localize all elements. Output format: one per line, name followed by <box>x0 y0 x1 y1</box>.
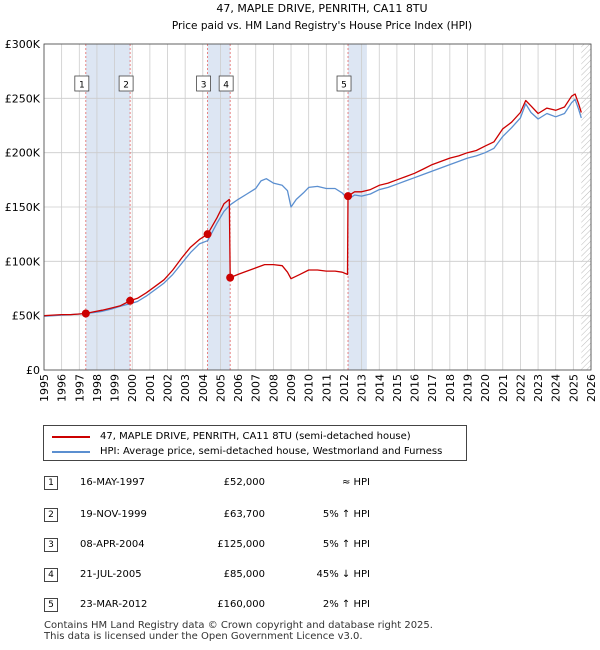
legend-swatch-property <box>52 436 90 438</box>
x-tick-label: 2024 <box>550 374 563 402</box>
x-tick-label: 2005 <box>214 374 227 402</box>
x-tick-label: 2018 <box>444 374 457 402</box>
y-tick-label: £50K <box>12 310 41 323</box>
footer-line-copyright: Contains HM Land Registry data © Crown c… <box>44 620 433 631</box>
x-tick-label: 2025 <box>567 374 580 402</box>
x-tick-label: 1997 <box>73 374 86 402</box>
x-tick-label: 2000 <box>126 374 139 402</box>
x-tick-label: 2017 <box>426 374 439 402</box>
transaction-label-box: 4 <box>218 75 234 92</box>
row-date: 08-APR-2004 <box>80 539 145 550</box>
x-tick-label: 2011 <box>320 374 333 402</box>
transaction-label-frame <box>118 75 134 92</box>
row-number-badge: 2 <box>44 508 58 522</box>
row-hpi-relation: 45% ↓ HPI <box>316 569 370 580</box>
row-number-badge: 3 <box>44 538 58 552</box>
footer-attribution: Contains HM Land Registry data © Crown c… <box>44 620 433 642</box>
y-tick-label: £200K <box>5 147 41 160</box>
row-date: 21-JUL-2005 <box>80 569 142 580</box>
row-hpi-relation: 5% ↑ HPI <box>322 539 370 550</box>
chart-title: 47, MAPLE DRIVE, PENRITH, CA11 8TU <box>216 2 427 15</box>
transaction-label-frame <box>336 75 352 92</box>
price-chart: 47, MAPLE DRIVE, PENRITH, CA11 8TU Price… <box>5 2 598 402</box>
row-date: 16-MAY-1997 <box>80 477 146 488</box>
x-tick-label: 2026 <box>585 374 598 402</box>
transaction-label-number: 5 <box>341 81 347 91</box>
x-tick-label: 2020 <box>479 374 492 402</box>
y-tick-label: £100K <box>5 255 41 268</box>
row-hpi-relation: 2% ↑ HPI <box>322 599 370 610</box>
row-date: 19-NOV-1999 <box>80 509 147 520</box>
transaction-label-number: 2 <box>123 81 129 91</box>
x-tick-label: 2013 <box>356 374 369 402</box>
transaction-point <box>81 309 90 318</box>
legend-label-hpi: HPI: Average price, semi-detached house,… <box>100 446 443 457</box>
x-tick-label: 1995 <box>38 374 51 402</box>
x-tick-label: 2009 <box>285 374 298 402</box>
x-tick-label: 2007 <box>250 374 263 402</box>
legend-label-property: 47, MAPLE DRIVE, PENRITH, CA11 8TU (semi… <box>100 431 411 442</box>
row-price: £85,000 <box>223 569 265 580</box>
y-tick-label: £250K <box>5 92 41 105</box>
row-price: £52,000 <box>223 477 265 488</box>
x-tick-label: 2008 <box>267 374 280 402</box>
row-price: £125,000 <box>217 539 265 550</box>
series-line-hpi <box>43 98 582 317</box>
row-date: 23-MAR-2012 <box>80 599 148 610</box>
row-number-badge: 1 <box>44 476 58 490</box>
table-row: 2 19-NOV-1999 £63,700 5% ↑ HPI <box>0 507 600 525</box>
plot-frame <box>43 43 592 371</box>
table-row: 3 08-APR-2004 £125,000 5% ↑ HPI <box>0 537 600 555</box>
transaction-label-box: 3 <box>196 75 211 92</box>
footer-line-licence: This data is licensed under the Open Gov… <box>44 631 363 642</box>
x-tick-label: 2001 <box>144 374 157 402</box>
transaction-label-frame <box>74 75 90 92</box>
x-tick-label: 2016 <box>409 374 422 402</box>
y-tick-label: £300K <box>5 38 41 51</box>
chart-subtitle: Price paid vs. HM Land Registry's House … <box>172 20 472 32</box>
chart-legend: 47, MAPLE DRIVE, PENRITH, CA11 8TU (semi… <box>43 425 467 461</box>
transaction-point <box>226 273 235 282</box>
transaction-label-box: 5 <box>336 75 352 92</box>
x-tick-label: 2004 <box>197 374 210 402</box>
table-row: 4 21-JUL-2005 £85,000 45% ↓ HPI <box>0 567 600 585</box>
x-tick-label: 1998 <box>91 374 104 402</box>
series-line-property <box>43 93 582 317</box>
row-hpi-relation: 5% ↑ HPI <box>322 509 370 520</box>
transaction-label-box: 2 <box>118 75 134 92</box>
transaction-point <box>203 230 212 239</box>
row-price: £160,000 <box>217 599 265 610</box>
transaction-point <box>126 296 135 305</box>
legend-swatch-hpi <box>52 451 90 453</box>
transaction-label-box: 1 <box>74 75 90 92</box>
transaction-point <box>344 192 353 201</box>
x-tick-label: 1996 <box>56 374 69 402</box>
x-tick-label: 2006 <box>232 374 245 402</box>
x-tick-label: 2012 <box>338 374 351 402</box>
x-tick-label: 1999 <box>109 374 122 402</box>
transaction-label-number: 4 <box>223 81 229 91</box>
x-tick-label: 2019 <box>461 374 474 402</box>
x-tick-label: 2015 <box>391 374 404 402</box>
table-row: 5 23-MAR-2012 £160,000 2% ↑ HPI <box>0 597 600 615</box>
x-tick-label: 2003 <box>179 374 192 402</box>
x-tick-label: 2022 <box>514 374 527 402</box>
row-number-badge: 4 <box>44 568 58 582</box>
x-tick-label: 2014 <box>373 374 386 402</box>
transaction-label-number: 3 <box>201 81 207 91</box>
x-tick-label: 2010 <box>303 374 316 402</box>
x-tick-label: 2023 <box>532 374 545 402</box>
y-tick-label: £150K <box>5 201 41 214</box>
row-hpi-relation: ≈ HPI <box>341 477 370 488</box>
transaction-label-number: 1 <box>79 81 85 91</box>
table-row: 1 16-MAY-1997 £52,000 ≈ HPI <box>0 475 600 493</box>
x-tick-label: 2002 <box>162 374 175 402</box>
transaction-label-frame <box>218 75 234 92</box>
transaction-label-frame <box>196 75 211 92</box>
y-tick-label: £0 <box>26 364 40 377</box>
x-tick-label: 2021 <box>497 374 510 402</box>
row-number-badge: 5 <box>44 598 58 612</box>
row-price: £63,700 <box>223 509 265 520</box>
